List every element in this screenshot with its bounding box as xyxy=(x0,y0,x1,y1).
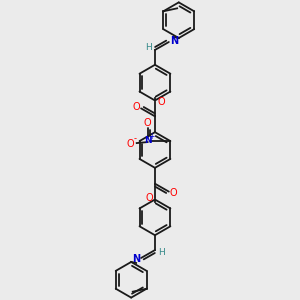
Text: O: O xyxy=(170,188,178,198)
Text: -: - xyxy=(133,135,136,144)
Text: H: H xyxy=(158,248,165,256)
Text: O: O xyxy=(157,98,165,107)
Text: O: O xyxy=(132,102,140,112)
Text: +: + xyxy=(148,132,155,141)
Text: O: O xyxy=(127,139,135,149)
Text: N: N xyxy=(144,136,152,145)
Text: N: N xyxy=(132,254,140,264)
Text: O: O xyxy=(144,118,152,128)
Text: H: H xyxy=(145,44,152,52)
Text: N: N xyxy=(170,36,178,46)
Text: O: O xyxy=(145,193,153,202)
